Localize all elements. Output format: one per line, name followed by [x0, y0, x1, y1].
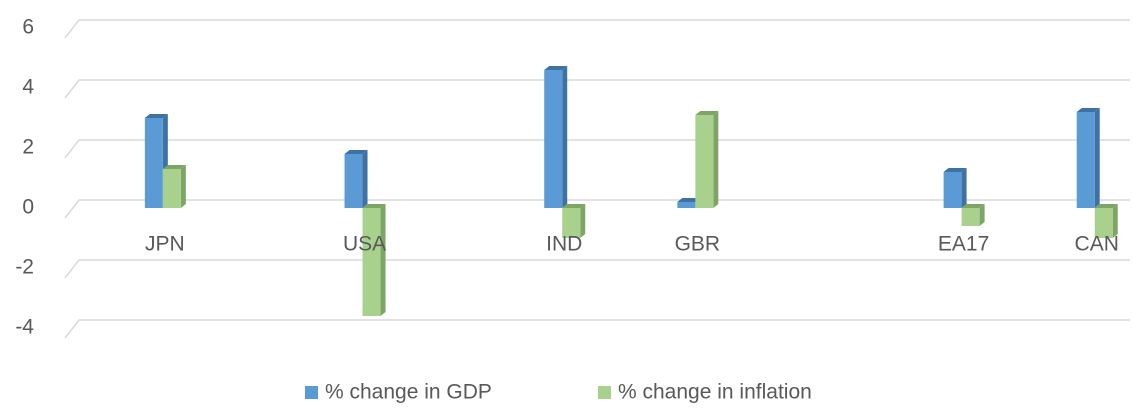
y-tick-label: -4	[15, 316, 34, 339]
y-tick-label: -2	[15, 256, 34, 279]
bar	[695, 115, 714, 208]
bar-side	[1094, 108, 1100, 208]
bar-side	[380, 204, 386, 316]
bar	[344, 154, 363, 208]
x-tick-label: EA17	[938, 233, 989, 256]
y-tick-label: 6	[22, 16, 34, 39]
bar-side	[979, 204, 985, 226]
bar	[1076, 112, 1095, 208]
legend-label: % change in GDP	[325, 381, 492, 404]
x-tick-label: USA	[343, 233, 386, 256]
bar-side	[961, 168, 967, 208]
bar	[144, 118, 163, 208]
legend-swatch	[305, 386, 318, 399]
bar-top	[1076, 108, 1100, 112]
grid-line	[64, 139, 1130, 159]
bar	[677, 202, 696, 208]
bar-top	[562, 204, 586, 208]
bar-side	[180, 165, 186, 208]
x-tick-label: JPN	[145, 233, 185, 256]
grid-line	[64, 319, 1130, 339]
bar-top	[362, 204, 386, 208]
grid-line	[64, 79, 1130, 99]
bar-top	[961, 204, 985, 208]
bar	[961, 208, 980, 226]
bar-side	[362, 150, 368, 208]
legend-swatch	[598, 386, 611, 399]
bar-top	[144, 114, 168, 118]
bar	[362, 208, 381, 316]
y-tick-label: 4	[22, 76, 34, 99]
y-tick-label: 2	[22, 136, 34, 159]
bar	[1094, 208, 1113, 238]
x-tick-label: GBR	[675, 233, 721, 256]
bar-side	[713, 111, 719, 208]
bar-top	[1094, 204, 1118, 208]
x-tick-label: CAN	[1075, 233, 1119, 256]
bar-side	[1112, 204, 1118, 238]
grid-line	[64, 199, 1130, 219]
bar-side	[580, 204, 586, 238]
bar-top	[544, 66, 568, 70]
bar	[162, 169, 181, 208]
grid-line	[64, 259, 1130, 279]
bar	[544, 70, 563, 208]
bar-top	[695, 111, 719, 115]
bar-side	[562, 66, 568, 208]
grid-line	[64, 19, 1130, 39]
bar-top	[943, 168, 967, 172]
bar-top	[344, 150, 368, 154]
bar-top	[162, 165, 186, 169]
bar	[943, 172, 962, 208]
bar	[562, 208, 581, 238]
legend-label: % change in inflation	[618, 381, 812, 404]
x-tick-label: IND	[546, 233, 582, 256]
y-tick-label: 0	[22, 196, 34, 219]
bar-top	[677, 198, 701, 202]
